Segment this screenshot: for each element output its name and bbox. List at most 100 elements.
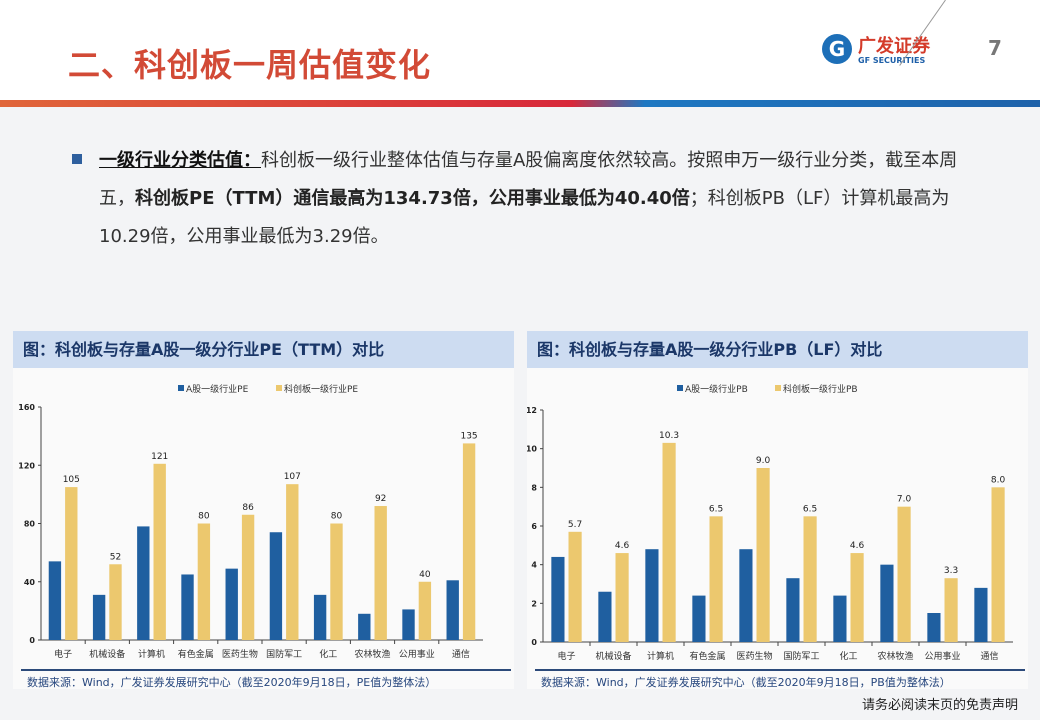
x-tick-label: 有色金属 <box>689 650 725 662</box>
pe-chart: A股一级行业PE 科创板一级行业PE 0 40 80 120 160 电子 105 机械设备 52 计… <box>18 383 483 660</box>
chart-title: 图：科创板与存量A股一级分行业PB（LF）对比 <box>527 331 1028 368</box>
data-label: 4.6 <box>615 541 630 551</box>
bar-kcb <box>944 578 958 642</box>
header-bar <box>0 100 1040 107</box>
data-label: 5.7 <box>568 520 582 530</box>
y-tick-label: 0 <box>531 638 537 647</box>
text-2: ；科创板PB（LF）计算机最高为10.29倍，公用事业最低为3.29倍。 <box>99 188 950 247</box>
divider <box>535 669 1025 671</box>
bar-a-share <box>880 564 894 642</box>
legend-label: A股一级行业PB <box>685 383 748 395</box>
bar-kcb <box>65 487 78 640</box>
bar-a-share <box>225 568 238 640</box>
x-tick-label: 电子 <box>54 648 72 660</box>
gf-logo: G 广发证券 GF SECURITIES <box>822 32 942 68</box>
bar-a-share <box>551 556 565 642</box>
x-tick-label: 农林牧渔 <box>877 650 913 662</box>
x-tick-label: 农林牧渔 <box>354 648 390 660</box>
y-tick-label: 2 <box>531 599 537 608</box>
y-tick-label: 80 <box>24 520 36 529</box>
bar-kcb <box>850 553 864 642</box>
bar-kcb <box>153 463 166 640</box>
bar-kcb <box>709 516 723 642</box>
legend-swatch <box>178 385 184 391</box>
page-title: 二、科创板一周估值变化 <box>68 46 432 84</box>
y-tick-label: 4 <box>531 561 537 570</box>
y-tick-label: 0 <box>29 636 35 645</box>
bar-a-share <box>786 578 800 642</box>
data-label: 121 <box>151 452 168 462</box>
data-label: 105 <box>63 475 80 485</box>
bar-a-share <box>833 595 847 642</box>
data-label: 4.6 <box>850 541 865 551</box>
data-label: 86 <box>242 503 254 513</box>
bar-a-share <box>48 561 62 640</box>
page-number: 7 <box>988 36 1002 60</box>
x-tick-label: 计算机 <box>138 648 165 660</box>
chart-title: 图：科创板与存量A股一级分行业PE（TTM）对比 <box>13 331 514 368</box>
logo-cn: 广发证券 <box>858 36 930 57</box>
bar-a-share <box>739 549 753 642</box>
data-label: 52 <box>110 552 121 562</box>
bar-kcb <box>418 581 432 640</box>
x-tick-label: 化工 <box>319 648 337 660</box>
bar-kcb <box>330 523 343 640</box>
x-tick-label: 机械设备 <box>89 648 125 660</box>
text-bold: 科创板PE（TTM）通信最高为134.73倍，公用事业最低为40.40倍 <box>135 188 690 209</box>
legend-swatch <box>677 385 683 391</box>
x-tick-label: 化工 <box>839 650 857 662</box>
x-tick-label: 有色金属 <box>178 648 214 660</box>
bar-kcb <box>462 443 476 640</box>
bar-a-share <box>313 594 327 640</box>
bar-a-share <box>645 549 659 642</box>
x-tick-label: 国防军工 <box>783 650 819 662</box>
source-note: 数据来源：Wind，广发证券发展研究中心（截至2020年9月18日，PB值为整体… <box>541 676 951 689</box>
bar-kcb <box>662 442 676 642</box>
legend-swatch <box>276 385 282 391</box>
bar-a-share <box>402 609 415 640</box>
legend-label: 科创板一级行业PB <box>783 383 858 395</box>
y-tick-label: 160 <box>18 403 35 412</box>
bar-kcb <box>109 564 122 640</box>
bar-a-share <box>137 526 150 640</box>
legend-label: 科创板一级行业PE <box>284 383 358 395</box>
x-tick-label: 公用事业 <box>399 648 435 660</box>
data-label: 40 <box>419 570 431 580</box>
bar-a-share <box>974 587 988 642</box>
x-tick-label: 医药生物 <box>222 648 258 660</box>
bar-a-share <box>927 613 941 642</box>
x-tick-label: 通信 <box>452 648 470 660</box>
bar-kcb <box>803 516 817 642</box>
y-tick-label: 12 <box>527 406 537 415</box>
y-tick-label: 8 <box>531 483 537 492</box>
bar-kcb <box>756 468 770 642</box>
pb-chart-panel: 图：科创板与存量A股一级分行业PB（LF）对比 A股一级行业PB 科创板一级行业P… <box>527 331 1028 689</box>
x-tick-label: 医药生物 <box>736 650 772 662</box>
data-label: 10.3 <box>659 431 679 441</box>
bar-kcb <box>568 531 582 642</box>
bar-a-share <box>181 574 194 640</box>
bar-kcb <box>286 484 299 640</box>
data-label: 9.0 <box>756 456 771 466</box>
bar-a-share <box>358 613 371 640</box>
legend-swatch <box>775 385 781 391</box>
y-tick-label: 40 <box>24 578 36 587</box>
bullet-icon <box>72 154 82 164</box>
legend-label: A股一级行业PE <box>186 383 249 395</box>
x-tick-label: 公用事业 <box>924 650 960 662</box>
x-tick-label: 国防军工 <box>266 648 302 660</box>
divider <box>21 669 511 671</box>
data-label: 6.5 <box>803 504 817 514</box>
bar-a-share <box>92 594 106 640</box>
bar-kcb <box>991 487 1005 642</box>
data-label: 7.0 <box>897 495 912 505</box>
y-tick-label: 120 <box>18 461 35 470</box>
y-tick-label: 6 <box>531 522 537 531</box>
bar-a-share <box>269 532 283 640</box>
data-label: 135 <box>460 431 477 441</box>
data-label: 80 <box>198 512 210 522</box>
data-label: 107 <box>284 472 301 482</box>
bar-kcb <box>197 523 211 640</box>
data-label: 92 <box>375 494 386 504</box>
logo-icon: G <box>822 34 852 64</box>
